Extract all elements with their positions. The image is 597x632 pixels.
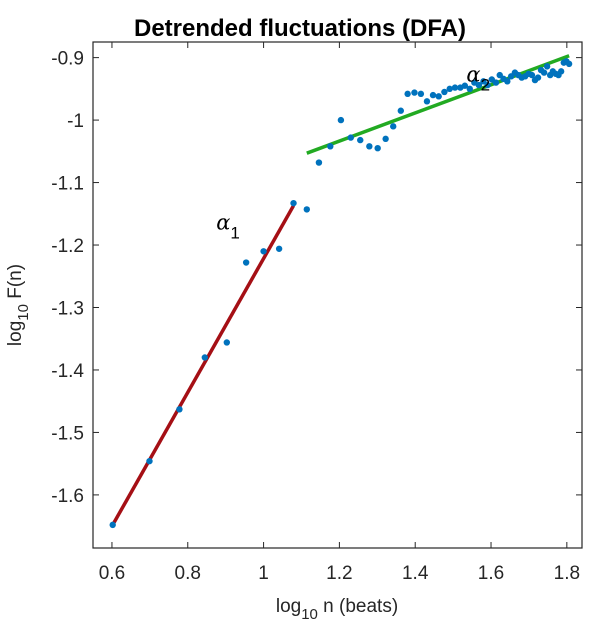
x-tick-label: 0.6 (99, 563, 125, 584)
data-point (315, 159, 323, 166)
data-point (461, 82, 469, 89)
annotations: α1 α2 (216, 62, 490, 242)
x-tick-label: 1.4 (402, 563, 429, 584)
data-point (382, 135, 389, 143)
data-point (275, 245, 283, 252)
chart-title: Detrended fluctuations (DFA) (134, 15, 466, 42)
data-point (411, 89, 418, 96)
data-point (417, 90, 425, 98)
fit-line-alpha1 (111, 204, 296, 526)
x-tick-label: 1.2 (326, 563, 352, 584)
data-point (303, 206, 310, 213)
data-point (557, 68, 565, 75)
y-tick-label: -1.2 (51, 236, 84, 257)
y-tick-label: -1.6 (51, 486, 84, 507)
annotation-alpha-1: α1 (216, 210, 240, 242)
data-point (446, 85, 453, 93)
data-point (397, 107, 405, 114)
y-axis-ticks: -1.6 -1.5 -1.4 -1.3 -1.2 -1.1 -1 -0.9 (51, 49, 582, 507)
data-point (423, 98, 431, 105)
data-point (146, 457, 153, 465)
annotation-alpha-2: α2 (466, 62, 490, 94)
data-point (242, 259, 250, 266)
x-tick-label: 1 (258, 563, 269, 584)
x-tick-label: 1.8 (554, 563, 580, 584)
y-tick-label: -1.3 (51, 298, 84, 319)
data-point (429, 91, 437, 99)
y-tick-label: -0.9 (51, 49, 84, 70)
y-axis-label: log10 F(n) (5, 264, 32, 346)
data-point (435, 93, 442, 100)
data-point (480, 78, 487, 85)
data-point (390, 123, 397, 130)
x-tick-label: 1.6 (478, 563, 504, 584)
data-point (528, 71, 536, 79)
data-point (347, 134, 354, 141)
y-tick-label: -1.5 (51, 423, 84, 444)
data-point (534, 74, 542, 81)
x-axis-ticks: 0.6 0.8 1 1.2 1.4 1.6 1.8 (99, 42, 580, 584)
data-point (475, 81, 483, 89)
data-point (176, 406, 183, 413)
data-point (484, 81, 491, 89)
data-point (565, 60, 573, 68)
data-points (109, 58, 573, 529)
data-point (543, 63, 551, 70)
data-point (451, 84, 459, 91)
x-tick-label: 0.8 (175, 563, 201, 584)
data-point (337, 116, 345, 124)
data-point (201, 354, 209, 361)
data-point (223, 339, 231, 346)
data-point (109, 521, 116, 529)
data-point (366, 143, 373, 150)
data-point (492, 79, 500, 86)
y-tick-label: -1.4 (51, 361, 84, 382)
data-point (404, 90, 411, 98)
y-tick-label: -1 (67, 111, 84, 132)
data-point (357, 136, 364, 144)
data-point (466, 85, 473, 93)
data-point (504, 78, 511, 85)
x-axis-label: log10 n (beats) (276, 596, 398, 623)
data-point (540, 69, 548, 76)
data-point (290, 199, 297, 207)
plot-area (92, 41, 583, 549)
data-point (327, 143, 334, 150)
data-point (374, 144, 381, 152)
data-point (260, 248, 267, 255)
y-tick-label: -1.1 (51, 174, 84, 195)
plot-frame (92, 41, 583, 549)
data-point (441, 88, 448, 96)
